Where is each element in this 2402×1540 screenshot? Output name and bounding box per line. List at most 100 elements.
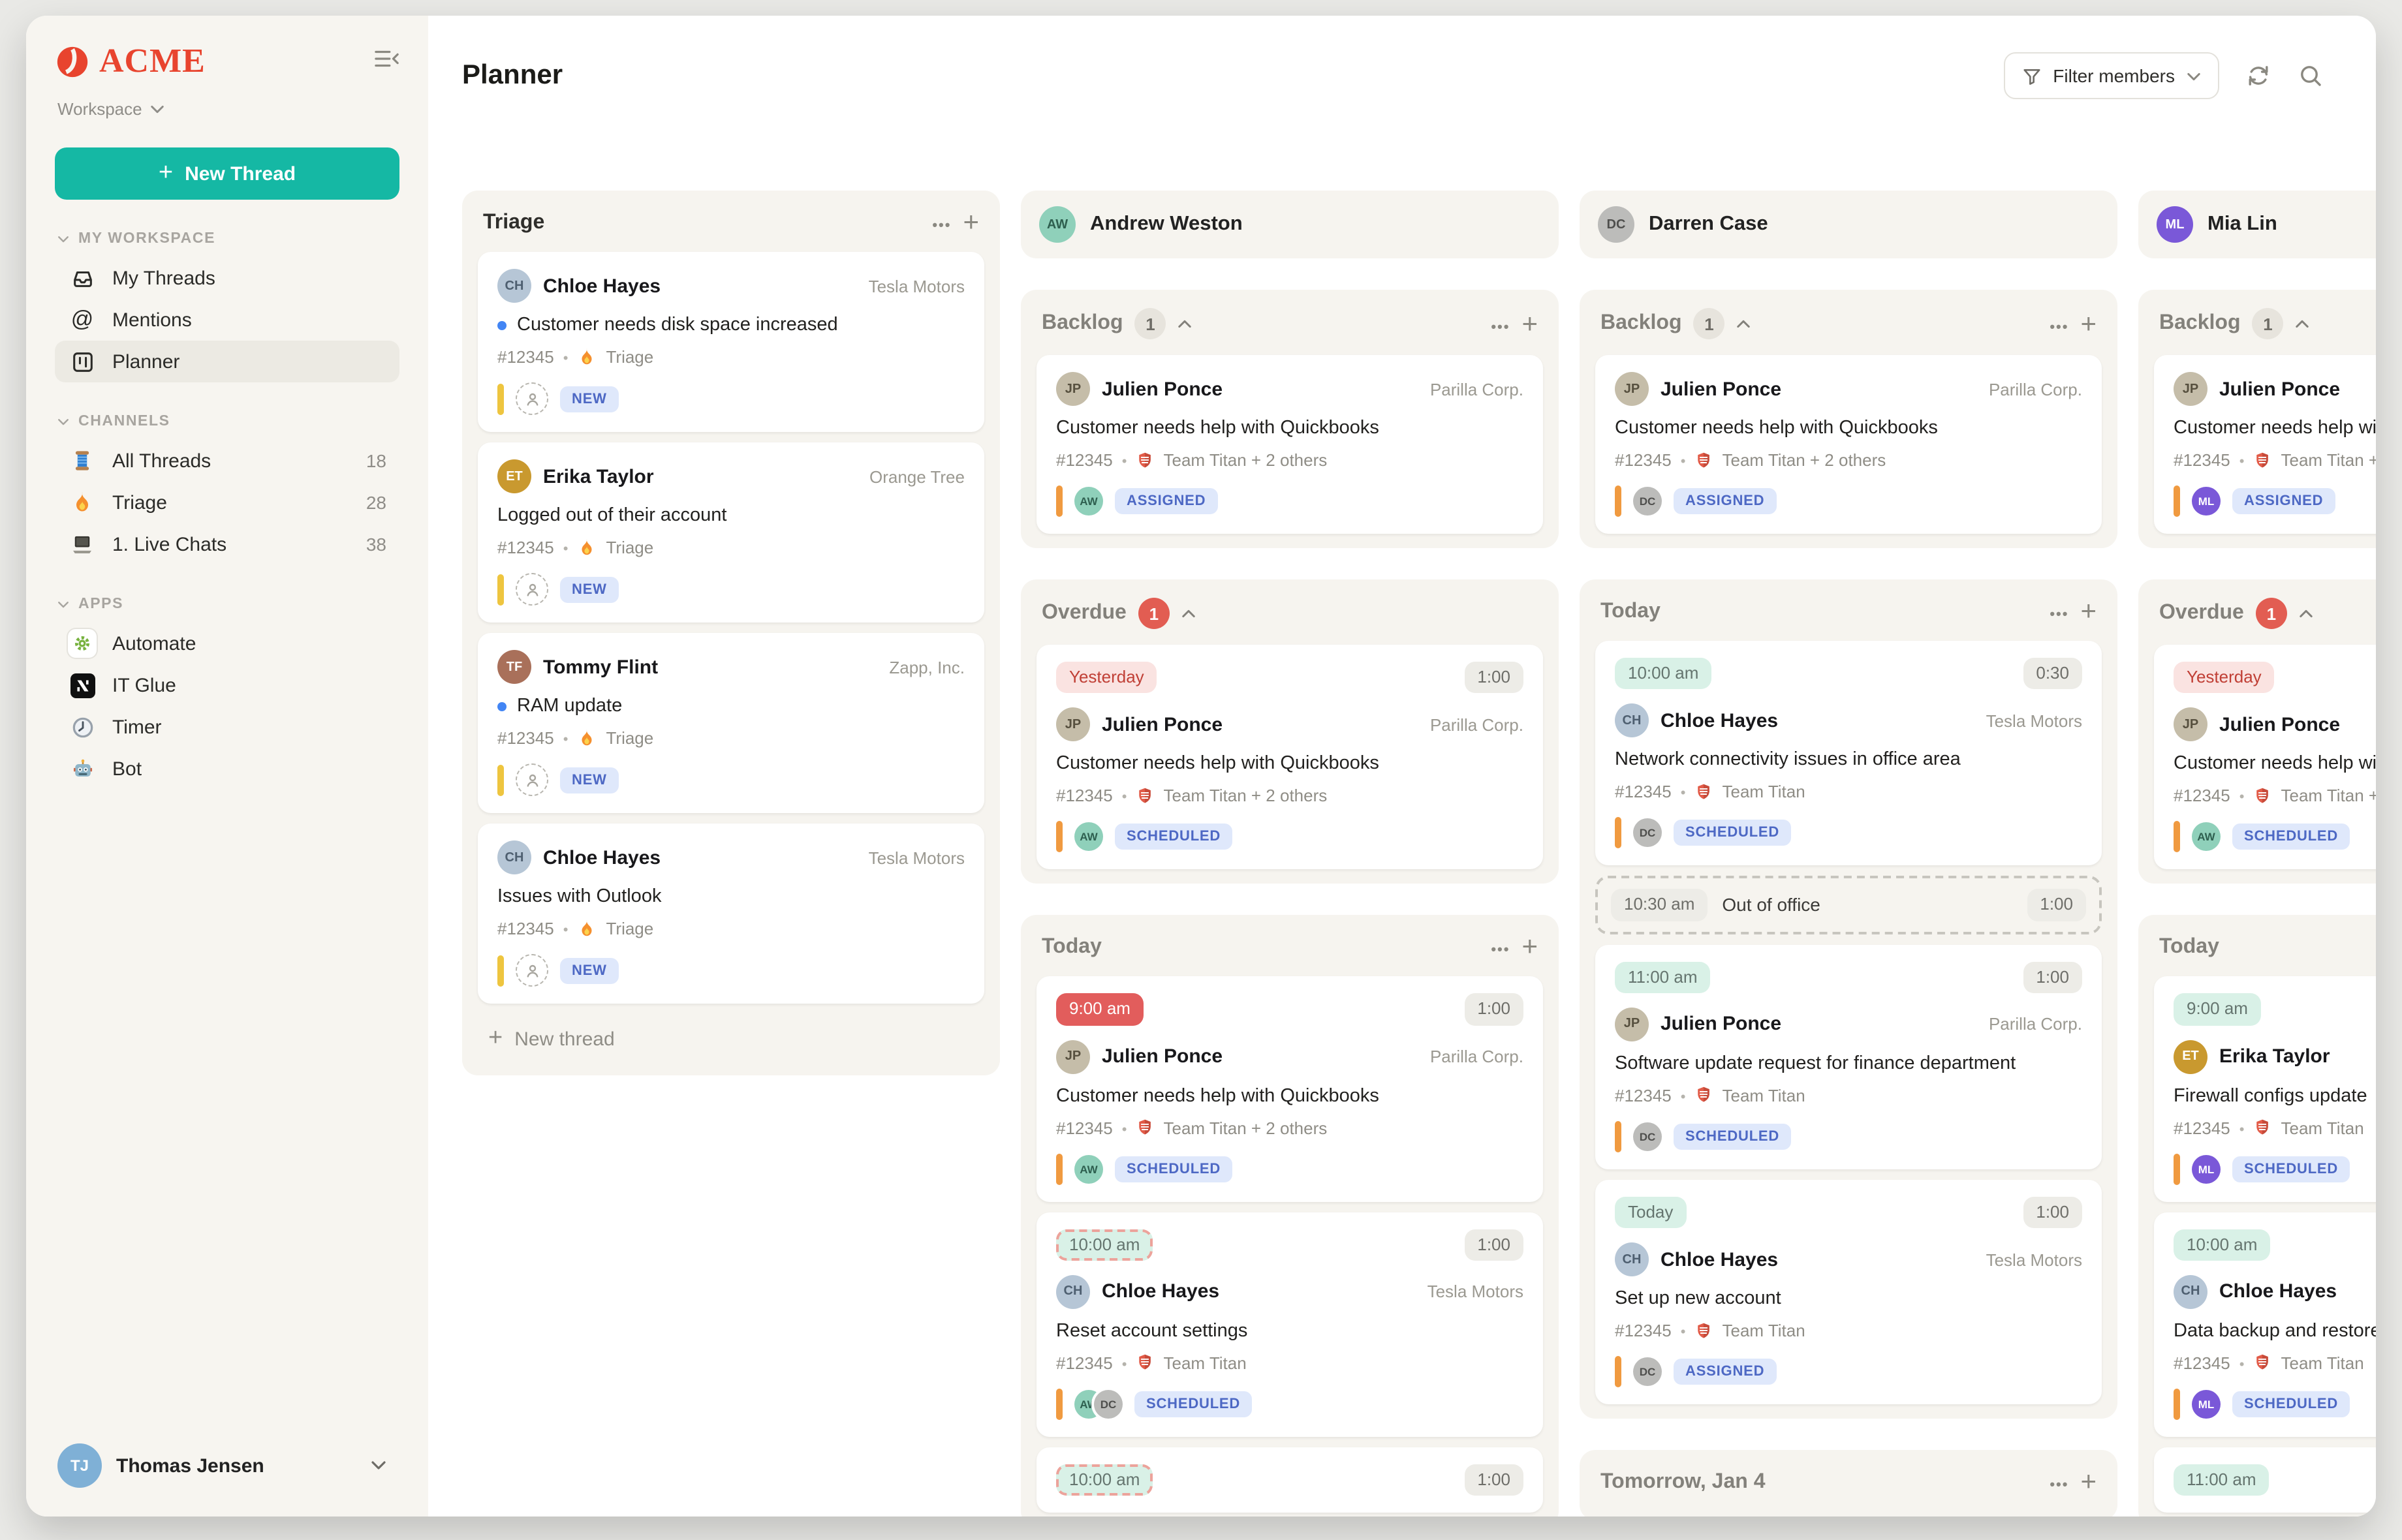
thread-card[interactable]: 9:00 am 1:00 ET Erika Taylor Orange Tree… <box>2154 976 2376 1201</box>
sidebar-item-automate[interactable]: Automate <box>55 623 399 664</box>
sidebar-item-it-glue[interactable]: IT Glue <box>55 664 399 706</box>
assignee-avatar: DC <box>1633 1357 1662 1386</box>
add-icon[interactable] <box>2080 310 2097 337</box>
inbox-icon <box>68 266 97 290</box>
section-apps[interactable]: APPS <box>57 596 399 612</box>
section-title: Backlog <box>2159 312 2241 334</box>
channel-tag: Triage <box>606 728 654 748</box>
thread-card-partial[interactable]: 10:00 am 1:00 <box>1037 1447 1543 1513</box>
robot-icon <box>68 756 97 781</box>
member-header[interactable]: AW Andrew Weston <box>1021 191 1559 258</box>
collapse-sidebar-icon[interactable] <box>375 49 399 74</box>
sidebar-item-mentions[interactable]: @ Mentions <box>55 299 399 341</box>
thread-card[interactable]: 11:00 am 1:00 JP Julien Ponce Parilla Co… <box>1595 944 2102 1169</box>
thread-card[interactable]: CH Chloe Hayes Tesla Motors Issues with … <box>478 824 984 1004</box>
shield-icon <box>2254 1118 2272 1137</box>
thread-card[interactable]: Yesterday 1:00 JP Julien Ponce Parilla C… <box>1037 645 1543 870</box>
more-icon[interactable] <box>2050 313 2068 335</box>
more-icon[interactable] <box>2050 600 2068 623</box>
thread-title: Logged out of their account <box>497 505 727 526</box>
more-icon[interactable] <box>1491 936 1510 959</box>
team-tag: Team Titan + 2 others <box>2281 786 2377 806</box>
priority-bar <box>1056 485 1063 517</box>
thread-card[interactable]: 10:00 am 0:30 CH Chloe Hayes Tesla Motor… <box>1595 641 2102 866</box>
sidebar-item-my-threads[interactable]: My Threads <box>55 257 399 299</box>
thread-card[interactable]: Yesterday 1:00 JP Julien Ponce Parilla C… <box>2154 645 2376 870</box>
unassigned-icon[interactable] <box>516 954 548 987</box>
thread-card-partial[interactable]: 11:00 am 1:00 <box>2154 1447 2376 1513</box>
user-menu[interactable]: TJ Thomas Jensen <box>55 1438 399 1493</box>
sidebar-item-all-threads[interactable]: All Threads 18 <box>55 440 399 482</box>
customer-avatar: ET <box>497 459 531 493</box>
status-badge: NEW <box>560 386 619 412</box>
separator-dot <box>1122 450 1127 470</box>
member-header[interactable]: DC Darren Case <box>1580 191 2117 258</box>
chevron-up-icon[interactable] <box>2299 608 2313 619</box>
assignee-avatar: DC <box>1633 1122 1662 1151</box>
customer-avatar: ET <box>2174 1040 2207 1073</box>
search-button[interactable] <box>2298 63 2324 89</box>
fire-icon <box>578 347 597 367</box>
add-icon[interactable] <box>963 209 979 236</box>
unread-count: 18 <box>366 450 386 471</box>
customer-company: Parilla Corp. <box>1988 379 2082 399</box>
new-thread-row-button[interactable]: + New thread <box>478 1004 984 1061</box>
thread-card[interactable]: ET Erika Taylor Orange Tree Logged out o… <box>478 442 984 623</box>
customer-name: Erika Taylor <box>2219 1045 2330 1068</box>
sidebar-item-live-chats[interactable]: 1. Live Chats 38 <box>55 523 399 565</box>
workspace-selector[interactable]: Workspace <box>57 99 399 119</box>
sidebar-item-timer[interactable]: Timer <box>55 706 399 748</box>
sidebar-item-bot[interactable]: Bot <box>55 748 399 790</box>
sidebar-item-label: Automate <box>112 632 196 654</box>
thread-card[interactable]: 10:00 am 1:00 CH Chloe Hayes Tesla Motor… <box>2154 1212 2376 1437</box>
section-label: APPS <box>78 596 124 612</box>
section-title: Today <box>2159 935 2219 958</box>
section-my-workspace[interactable]: MY WORKSPACE <box>57 231 399 247</box>
add-icon[interactable] <box>2080 598 2097 625</box>
thread-card[interactable]: Today 1:00 CH Chloe Hayes Tesla Motors S… <box>1595 1179 2102 1404</box>
thread-card[interactable]: 9:00 am 1:00 JP Julien Ponce Parilla Cor… <box>1037 976 1543 1201</box>
customer-company: Parilla Corp. <box>1429 379 1523 399</box>
time-pill: 9:00 am <box>2174 993 2261 1025</box>
customer-company: Zapp, Inc. <box>889 657 965 677</box>
time-slot-pill: 10:00 am <box>1056 1464 1153 1496</box>
member-name: Andrew Weston <box>1090 213 1243 235</box>
add-icon[interactable] <box>1521 310 1538 337</box>
chevron-up-icon[interactable] <box>1737 318 1751 329</box>
add-icon[interactable] <box>2080 1468 2097 1496</box>
chevron-up-icon[interactable] <box>1181 608 1196 619</box>
more-icon[interactable] <box>932 211 951 234</box>
shield-icon <box>1695 783 1713 801</box>
customer-avatar: CH <box>2174 1274 2207 1309</box>
new-thread-button[interactable]: + New Thread <box>55 147 399 200</box>
thread-card[interactable]: JP Julien Ponce Parilla Corp. Customer n… <box>1037 355 1543 534</box>
unassigned-icon[interactable] <box>516 763 548 796</box>
due-pill: Yesterday <box>2174 662 2275 694</box>
thread-card[interactable]: CH Chloe Hayes Tesla Motors Customer nee… <box>478 252 984 432</box>
fire-icon <box>578 538 597 557</box>
more-icon[interactable] <box>2050 1471 2068 1493</box>
member-header[interactable]: ML Mia Lin <box>2138 191 2376 258</box>
section-channels[interactable]: CHANNELS <box>57 414 399 429</box>
refresh-button[interactable] <box>2245 63 2271 89</box>
chevron-up-icon[interactable] <box>2296 318 2310 329</box>
sidebar-item-triage[interactable]: Triage 28 <box>55 482 399 523</box>
sidebar-item-planner[interactable]: Planner <box>55 341 399 382</box>
thread-ref: #12345 <box>1615 1321 1672 1340</box>
unassigned-icon[interactable] <box>516 382 548 415</box>
thread-card[interactable]: 10:00 am 1:00 CH Chloe Hayes Tesla Motor… <box>1037 1212 1543 1437</box>
more-icon[interactable] <box>1491 313 1510 335</box>
thread-card[interactable]: JP Julien Ponce Parilla Corp. Customer n… <box>1595 355 2102 534</box>
customer-avatar: JP <box>1056 1040 1090 1073</box>
chevron-up-icon[interactable] <box>1178 318 1193 329</box>
customer-name: Julien Ponce <box>1102 713 1223 736</box>
thread-card[interactable]: TF Tommy Flint Zapp, Inc. RAM update #12… <box>478 633 984 813</box>
separator-dot <box>563 728 569 748</box>
add-icon[interactable] <box>1521 934 1538 961</box>
priority-bar <box>2174 821 2180 853</box>
customer-avatar: JP <box>2174 707 2207 742</box>
thread-card[interactable]: JP Julien Ponce Parilla Corp. Customer n… <box>2154 355 2376 534</box>
customer-name: Julien Ponce <box>1661 378 1782 400</box>
unassigned-icon[interactable] <box>516 573 548 606</box>
filter-members-button[interactable]: Filter members <box>2003 52 2219 99</box>
